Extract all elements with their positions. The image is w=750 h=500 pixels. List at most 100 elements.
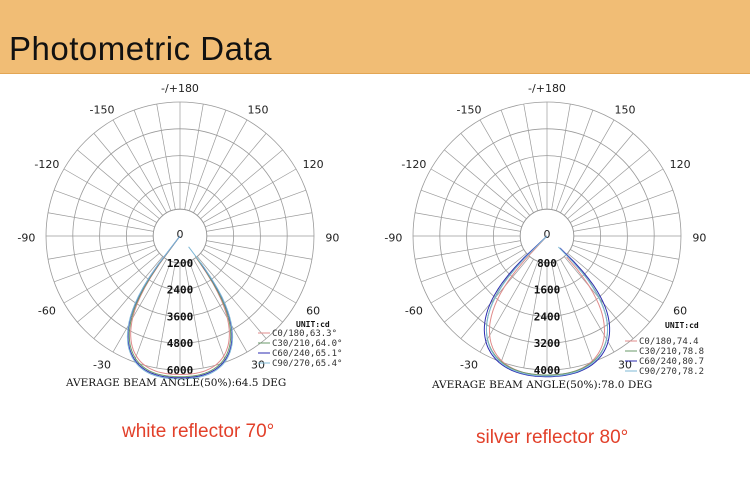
series-line-C60-240 <box>483 235 611 378</box>
angle-label: -150 <box>90 104 115 117</box>
angle-label: 150 <box>248 104 269 117</box>
grid-spoke <box>205 244 307 283</box>
grid-spoke <box>188 109 227 211</box>
page-title: Photometric Data <box>9 30 272 67</box>
angle-label: -30 <box>460 359 478 372</box>
grid-spoke <box>420 244 522 283</box>
grid-spoke <box>200 252 283 323</box>
series-line-C90-270 <box>485 235 609 377</box>
grid-spoke <box>93 133 164 216</box>
grid-spoke <box>133 109 172 211</box>
grid-spoke <box>53 189 155 228</box>
legend-entry: C30/210,64.0° <box>272 339 342 349</box>
grid-spoke <box>430 168 524 223</box>
grid-spoke <box>203 168 297 223</box>
radial-tick-label: 4000 <box>534 364 561 377</box>
series-line-C90-270 <box>126 235 234 380</box>
angle-label: -/+180 <box>161 82 199 95</box>
radial-tick-label: 1600 <box>534 284 561 297</box>
grid-spoke <box>63 168 157 223</box>
grid-spoke <box>500 261 539 363</box>
caption-white: white reflector 70° <box>122 421 275 442</box>
grid-spoke <box>206 212 313 232</box>
series-line-C30-210 <box>128 235 232 378</box>
angle-label: -60 <box>405 304 423 317</box>
angle-label: -120 <box>401 158 426 171</box>
angle-label: 0 <box>544 228 551 241</box>
grid-spoke <box>444 252 527 323</box>
radial-tick-label: 4800 <box>167 337 194 350</box>
radial-tick-label: 2400 <box>534 310 561 323</box>
grid-spoke <box>572 189 674 228</box>
grid-spoke <box>203 249 297 304</box>
grid-spoke <box>414 212 521 232</box>
grid-spoke <box>479 119 534 213</box>
grid-spoke <box>523 262 543 369</box>
angle-label: 150 <box>615 104 636 117</box>
grid-spoke <box>420 189 522 228</box>
radial-tick-label: 1200 <box>167 257 194 270</box>
grid-spoke <box>77 149 160 220</box>
grid-spoke <box>156 103 176 210</box>
angle-label: -30 <box>93 359 111 372</box>
beam-angle-text: AVERAGE BEAM ANGLE(50%):78.0 DEG <box>431 379 652 391</box>
grid-spoke <box>93 256 164 339</box>
grid-spoke <box>570 168 664 223</box>
angle-label: 30 <box>251 359 265 372</box>
radial-tick-label: 800 <box>537 257 557 270</box>
series-line-C60-240 <box>127 235 233 379</box>
grid-spoke <box>112 259 167 353</box>
grid-spoke <box>414 240 521 260</box>
grid-spoke <box>63 249 157 304</box>
legend-entry: C30/210,78.8 <box>639 347 704 357</box>
angle-label: 90 <box>325 232 339 245</box>
grid-spoke <box>573 212 680 232</box>
angle-label: -150 <box>457 104 482 117</box>
legend-entry: C90/270,65.4° <box>272 359 342 369</box>
polar-chart-0: -/+180 -150 150 -120 120 -90 90 -60 60 -30 30 0 1200… <box>17 82 342 389</box>
grid-spoke <box>567 149 650 220</box>
beam-angle-text: AVERAGE BEAM ANGLE(50%):64.5 DEG <box>65 377 286 389</box>
legend-entry: C90/270,78.2 <box>639 367 704 377</box>
grid-spoke <box>47 240 154 260</box>
angle-label: 120 <box>670 158 691 171</box>
grid-spoke <box>205 189 307 228</box>
grid-spoke <box>555 109 594 211</box>
angle-label: 60 <box>306 304 320 317</box>
grid-spoke <box>184 103 204 210</box>
grid-spoke <box>156 262 176 369</box>
header-bar: Photometric Data <box>0 0 750 74</box>
angle-label: 30 <box>618 359 632 372</box>
grid-spoke <box>193 119 248 213</box>
grid-spoke <box>193 259 248 353</box>
grid-spoke <box>500 109 539 211</box>
legend-entry: C0/180,74.4 <box>639 337 699 347</box>
grid-spoke <box>570 249 664 304</box>
angle-label: -120 <box>34 158 59 171</box>
grid-spoke <box>184 262 204 369</box>
grid-spoke <box>555 261 594 363</box>
angle-label: -90 <box>17 232 35 245</box>
angle-label: -90 <box>384 232 402 245</box>
angle-label: 90 <box>692 232 706 245</box>
grid-spoke <box>572 244 674 283</box>
grid-spoke <box>560 119 615 213</box>
unit-label: UNIT:cd <box>296 320 330 329</box>
grid-spoke <box>112 119 167 213</box>
radial-tick-label: 2400 <box>167 284 194 297</box>
angle-label: -60 <box>38 304 56 317</box>
grid-spoke <box>53 244 155 283</box>
angle-label: 0 <box>177 228 184 241</box>
legend-entry: C60/240,80.7 <box>639 357 704 367</box>
angle-label: -/+180 <box>528 82 566 95</box>
angle-label: 60 <box>673 304 687 317</box>
grid-spoke <box>551 103 571 210</box>
grid-spoke <box>77 252 160 323</box>
angle-label: 120 <box>303 158 324 171</box>
grid-spoke <box>196 133 267 216</box>
grid-spoke <box>200 149 283 220</box>
caption-silver: silver reflector 80° <box>476 427 629 448</box>
radial-tick-label: 6000 <box>167 364 194 377</box>
grid-spoke <box>47 212 154 232</box>
